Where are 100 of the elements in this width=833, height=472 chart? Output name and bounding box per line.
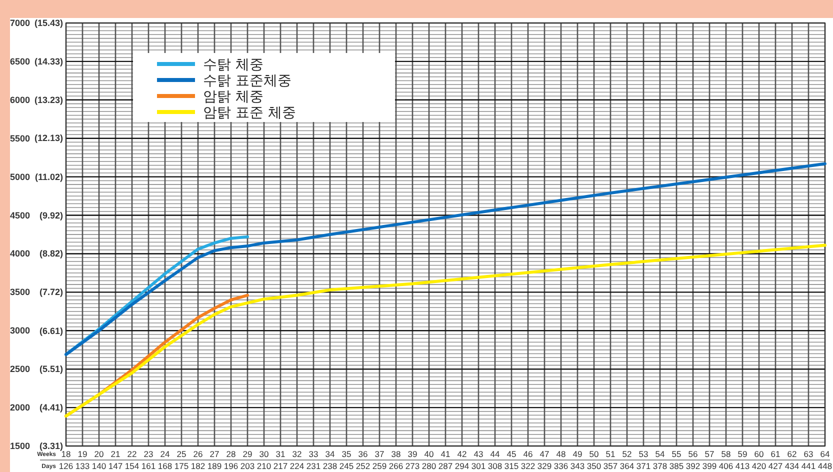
y-tick-label: 2500	[10, 364, 30, 374]
x-tick-label: 60	[754, 449, 764, 459]
y2-tick-label: (3.31)	[39, 441, 63, 451]
x-tick-label: 42	[457, 449, 467, 459]
legend-label: 수탉 표준체중	[203, 73, 292, 89]
x2-tick-label: 294	[454, 461, 470, 471]
y-tick-label: 4000	[10, 248, 30, 259]
x2-tick-label: 343	[570, 461, 585, 471]
x2-tick-label: 259	[372, 461, 387, 471]
x2-tick-label: 322	[520, 461, 536, 471]
x2-tick-label: 399	[702, 461, 717, 471]
x2-tick-label: 161	[141, 461, 156, 471]
x-tick-label: 48	[556, 449, 566, 459]
x-tick-label: 33	[308, 449, 318, 459]
x-tick-label: 24	[160, 449, 170, 459]
x2-tick-label: 238	[322, 461, 338, 471]
x2-tick-label: 357	[603, 461, 618, 471]
x2-tick-label: 378	[652, 461, 668, 471]
x-tick-label: 34	[325, 449, 335, 459]
x2-tick-label: 385	[669, 461, 684, 471]
x-tick-label: 59	[738, 449, 748, 459]
x-tick-label: 53	[638, 449, 648, 459]
x2-tick-label: 224	[290, 461, 304, 471]
y-tick-label: 1500	[10, 441, 30, 451]
x2-tick-label: 350	[586, 461, 602, 471]
y-tick-label: 7000	[10, 18, 30, 28]
x2-tick-label: 245	[339, 461, 354, 471]
y2-tick-label: (14.33)	[34, 56, 63, 66]
y2-tick-label: (15.43)	[34, 18, 63, 28]
x-tick-label: 38	[391, 449, 401, 459]
x-tick-label: 51	[606, 449, 616, 459]
legend-label: 암탉 표준 체중	[203, 105, 296, 121]
x2-tick-label: 406	[718, 461, 734, 471]
x-tick-label: 35	[342, 449, 352, 459]
x2-tick-label: 217	[273, 461, 288, 471]
x-tick-label: 43	[474, 449, 484, 459]
y2-tick-label: (12.13)	[34, 133, 63, 144]
x-tick-label: 37	[374, 449, 384, 459]
x-tick-label: 25	[176, 449, 186, 459]
x-tick-label: 64	[820, 449, 830, 459]
x-tick-label: 18	[61, 449, 71, 459]
x-tick-label: 57	[704, 449, 714, 459]
x-tick-label: 63	[804, 449, 814, 459]
x-tick-label: 22	[127, 449, 137, 459]
y2-tick-label: (5.51)	[39, 364, 63, 374]
x2-tick-label: 287	[438, 461, 453, 471]
x-tick-label: 29	[242, 449, 252, 459]
x-tick-label: 40	[424, 449, 434, 459]
x2-tick-label: 364	[620, 461, 634, 471]
x2-tick-label: 273	[405, 461, 420, 471]
x2-tick-label: 182	[190, 461, 206, 471]
x2-tick-label: 189	[207, 461, 222, 471]
y-tick-label: 3500	[10, 287, 30, 298]
x-tick-label: 50	[589, 449, 599, 459]
x-tick-label: 49	[572, 449, 582, 459]
x-tick-label: 62	[787, 449, 797, 459]
x2-tick-label: 175	[174, 461, 189, 471]
x2-tick-label: 203	[240, 461, 255, 471]
y-tick-label: 5500	[10, 133, 30, 144]
x-tick-label: 58	[721, 449, 731, 459]
y2-tick-label: (8.82)	[39, 248, 63, 259]
x-tick-label: 20	[94, 449, 104, 459]
x2-tick-label: 427	[768, 461, 783, 471]
y-tick-label: 2000	[10, 402, 30, 413]
y2-tick-label: (7.72)	[39, 287, 63, 298]
x-tick-label: 19	[78, 449, 88, 459]
y2-tick-label: (9.92)	[39, 210, 63, 220]
x-tick-label: 41	[440, 449, 450, 459]
x2-tick-label: 448	[818, 461, 832, 471]
x-tick-label: 21	[110, 449, 120, 459]
x2-tick-label: 210	[256, 461, 272, 471]
y2-tick-label: (4.41)	[39, 402, 63, 413]
x2-tick-label: 392	[686, 461, 700, 471]
y2-tick-label: (6.61)	[39, 326, 63, 336]
legend-label: 수탉 체중	[203, 57, 264, 73]
x-tick-label: 32	[292, 449, 302, 459]
x2-tick-label: 315	[504, 461, 519, 471]
x2-tick-label: 280	[422, 461, 436, 471]
x2-tick-label: 336	[554, 461, 568, 471]
x2-tick-label: 133	[75, 461, 90, 471]
x2-tick-label: 231	[306, 461, 321, 471]
x-tick-label: 26	[193, 449, 203, 459]
x-tick-label: 61	[770, 449, 780, 459]
x2-tick-label: 308	[488, 461, 502, 471]
y-tick-label: 6500	[10, 56, 30, 66]
x-tick-label: 52	[622, 449, 632, 459]
x-tick-label: 36	[358, 449, 368, 459]
y-tick-label: 5000	[10, 172, 30, 182]
x2-tick-label: 196	[224, 461, 238, 471]
y2-tick-label: (13.23)	[34, 94, 63, 105]
x2-tick-label: 441	[801, 461, 816, 471]
x2-tick-label: 413	[735, 461, 750, 471]
legend-label: 암탉 체중	[203, 89, 264, 105]
x-tick-label: 30	[259, 449, 269, 459]
x-tick-label: 23	[144, 449, 154, 459]
x-tick-label: 39	[408, 449, 418, 459]
x-tick-label: 46	[523, 449, 533, 459]
x-tick-label: 28	[226, 449, 236, 459]
x-tick-label: 27	[210, 449, 220, 459]
y-tick-label: 6000	[10, 94, 30, 105]
